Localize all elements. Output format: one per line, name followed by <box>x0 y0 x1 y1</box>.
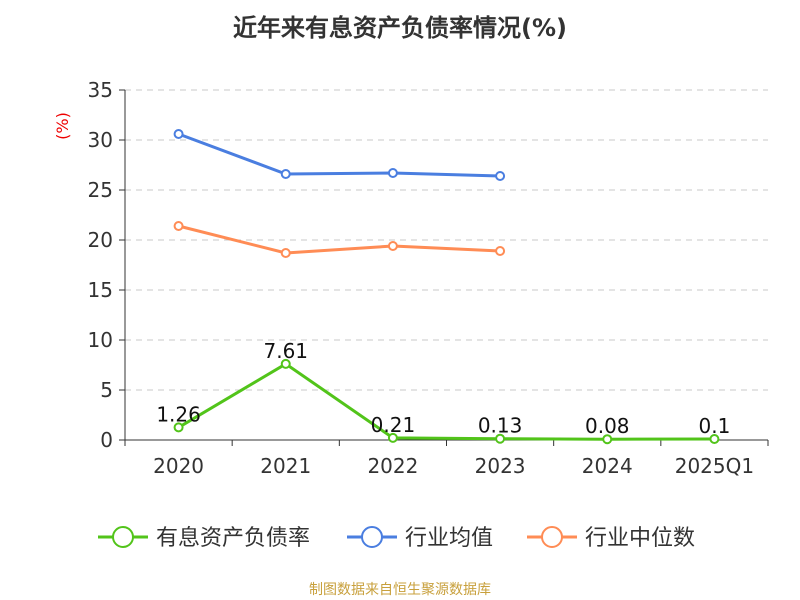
legend-label: 有息资产负债率 <box>156 526 310 551</box>
legend-marker <box>541 526 563 548</box>
x-tick-label: 2025Q1 <box>675 454 754 478</box>
data-label: 0.13 <box>478 414 523 438</box>
y-tick-label: 15 <box>88 278 113 302</box>
data-point <box>602 434 613 445</box>
data-point <box>387 168 398 178</box>
x-tick-label: 2021 <box>260 454 311 478</box>
series-line-0 <box>177 362 715 441</box>
data-point <box>495 171 506 181</box>
data-point <box>280 169 291 179</box>
y-tick-label: 20 <box>88 228 113 252</box>
chart-title: 近年来有息资产负债率情况(%) <box>233 14 567 42</box>
data-point <box>173 422 184 433</box>
data-point <box>387 241 398 251</box>
series-line-1 <box>178 132 501 178</box>
data-label: 0.08 <box>585 414 630 438</box>
data-point <box>280 248 291 258</box>
y-tick-label: 25 <box>88 178 113 202</box>
x-tick-label: 2023 <box>475 454 526 478</box>
data-label: 0.1 <box>699 414 731 438</box>
y-tick-label: 30 <box>88 128 113 152</box>
x-tick-label: 2022 <box>367 454 418 478</box>
data-label: 7.61 <box>263 339 308 363</box>
legend-label: 行业中位数 <box>585 526 695 551</box>
y-axis-label: (%) <box>53 112 72 140</box>
y-tick-label: 0 <box>100 428 113 452</box>
y-tick-label: 10 <box>88 328 113 352</box>
data-point <box>173 129 184 139</box>
legend-marker <box>112 526 134 548</box>
data-point <box>173 221 184 231</box>
source-note: 制图数据来自恒生聚源数据库 <box>309 582 491 598</box>
data-point <box>495 433 506 444</box>
legend-marker <box>361 526 383 548</box>
data-label: 0.21 <box>371 413 416 437</box>
data-point <box>709 434 720 444</box>
y-tick-label: 35 <box>88 78 113 102</box>
data-label: 1.26 <box>156 402 201 426</box>
data-point <box>280 358 291 369</box>
x-tick-label: 2020 <box>153 454 204 478</box>
data-point <box>387 432 398 443</box>
legend-label: 行业均值 <box>405 526 493 551</box>
series-line-2 <box>178 224 501 255</box>
data-point <box>495 246 506 256</box>
x-tick-label: 2024 <box>582 454 633 478</box>
y-tick-label: 5 <box>100 378 113 402</box>
